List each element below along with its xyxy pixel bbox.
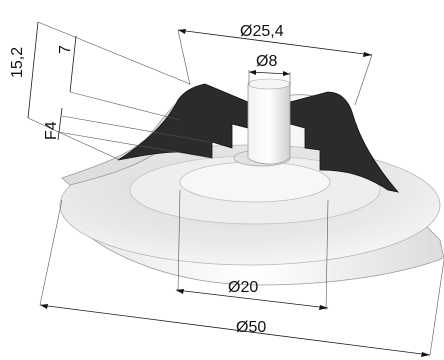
dim-d-top-label: Ø25,4 <box>240 23 284 40</box>
dim-line-thread <box>57 107 63 141</box>
dim-d-inner-label: Ø20 <box>228 279 258 296</box>
dim-line-d-inner <box>175 289 329 309</box>
stem-top <box>247 78 291 90</box>
dim-d-outer-label: Ø50 <box>236 319 266 336</box>
dim-d-bore-label: Ø8 <box>256 53 277 70</box>
dim-h-part-label: 7 <box>57 45 74 54</box>
dim-thread-label: F4 <box>43 121 60 140</box>
dim-line-h-total <box>27 21 39 119</box>
section-right <box>289 91 400 193</box>
inner-recess <box>179 161 331 203</box>
dim-line-d-outer <box>39 304 431 356</box>
dim-line-d-top <box>177 29 373 56</box>
center-stem <box>247 83 291 165</box>
dim-line-h-part <box>69 35 77 93</box>
dim-h-total-label: 15,2 <box>9 47 26 78</box>
